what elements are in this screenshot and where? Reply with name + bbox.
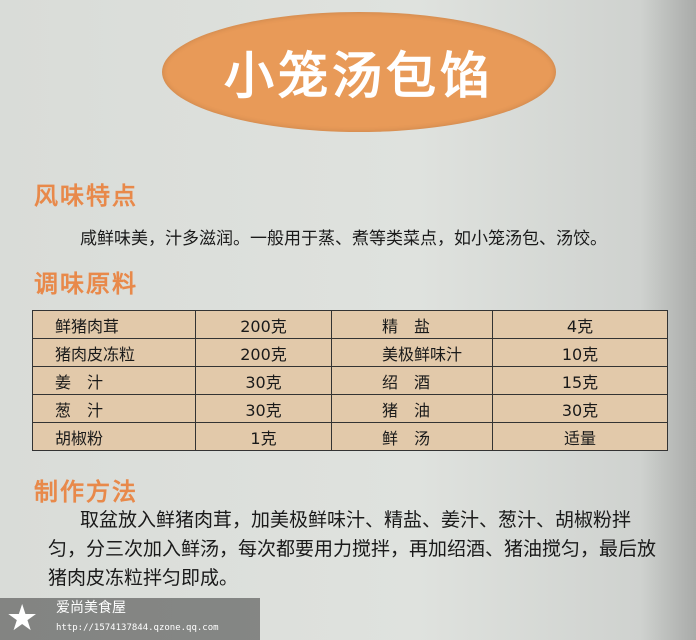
qzone-star-icon: ★: [6, 598, 39, 639]
heading-flavor: 风味特点: [34, 182, 138, 210]
watermark-bar: [0, 598, 260, 640]
amount-cell: 200克: [195, 338, 332, 367]
title-oval: [162, 12, 556, 132]
ingredient-cell: 姜 汁: [32, 366, 196, 395]
page-title: 小笼汤包馅: [224, 47, 494, 105]
amount-cell: 30克: [195, 394, 332, 423]
heading-seasoning: 调味原料: [34, 270, 138, 298]
amount-cell: 30克: [195, 366, 332, 395]
ingredient-cell: 鲜猪肉茸: [32, 310, 196, 339]
ingredient-cell: 绍 酒: [331, 366, 493, 395]
table-row: 胡椒粉 1克鲜 汤适量: [32, 422, 668, 451]
table-row: 猪肉皮冻粒 200克 美极鲜味汁 10克: [32, 338, 668, 367]
ingredient-cell: 胡椒粉: [32, 422, 196, 451]
table-row: 葱 汁 30克猪 油 30克: [32, 394, 668, 423]
ingredient-cell: 猪 油: [331, 394, 493, 423]
heading-method: 制作方法: [34, 478, 138, 506]
amount-cell: 4克: [492, 310, 668, 339]
flavor-text: 咸鲜味美，汁多滋润。一般用于蒸、煮等类菜点，如小笼汤包、汤饺。: [80, 229, 607, 249]
amount-cell: 适量: [492, 422, 668, 451]
amount-cell: 15克: [492, 366, 668, 395]
amount-cell: 200克: [195, 310, 332, 339]
method-text: 取盆放入鲜猪肉茸，加美极鲜味汁、精盐、姜汁、葱汁、胡椒粉拌匀，分三次加入鲜汤，每…: [48, 509, 657, 589]
ingredient-cell: 鲜 汤: [331, 422, 493, 451]
ingredient-cell: 精 盐: [331, 310, 493, 339]
watermark-url: http://1574137844.qzone.qq.com: [56, 623, 219, 633]
table-row: 姜 汁 30克绍 酒 15克: [32, 366, 668, 395]
ingredient-cell: 葱 汁: [32, 394, 196, 423]
ingredient-cell: 美极鲜味汁: [331, 338, 493, 367]
table-row: 鲜猪肉茸 200克精 盐 4克: [32, 310, 668, 339]
amount-cell: 30克: [492, 394, 668, 423]
amount-cell: 1克: [195, 422, 332, 451]
amount-cell: 10克: [492, 338, 668, 367]
ingredient-cell: 猪肉皮冻粒: [32, 338, 196, 367]
watermark-name: 爱尚美食屋: [56, 600, 126, 616]
